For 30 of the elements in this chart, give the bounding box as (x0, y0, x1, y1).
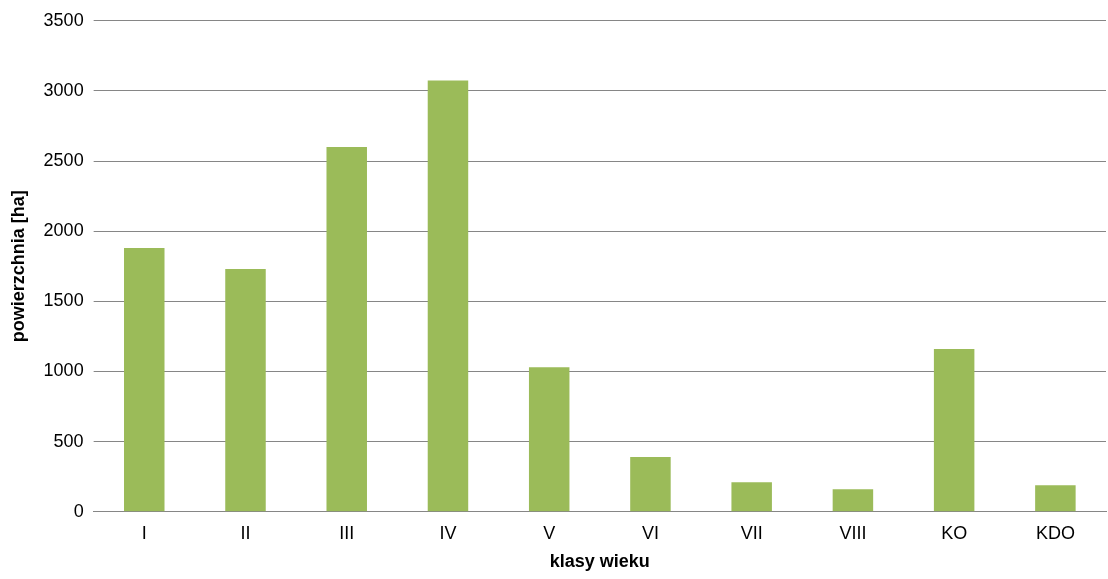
bar (933, 349, 975, 512)
x-tick-label: KO (941, 522, 968, 543)
y-axis-title: powierzchnia [ha] (7, 190, 28, 343)
bar (326, 147, 367, 512)
y-tick-label: 0 (73, 500, 84, 521)
x-tick-label: I (141, 522, 147, 543)
x-tick-label: KDO (1035, 522, 1075, 543)
bar (832, 489, 874, 512)
x-tick-label: VI (641, 522, 659, 543)
bar (528, 367, 570, 512)
bar (427, 80, 469, 512)
bar (124, 248, 165, 512)
y-tick-label: 1000 (43, 360, 84, 381)
y-tick-label: 2500 (43, 150, 84, 171)
bar (731, 482, 772, 512)
bar (1035, 485, 1076, 512)
x-tick-label: V (543, 522, 556, 543)
y-tick-label: 2000 (43, 220, 84, 241)
y-tick-label: 1500 (43, 290, 84, 311)
x-tick-label: IV (439, 522, 457, 543)
x-tick-label: II (240, 522, 251, 543)
x-axis-title: klasy wieku (549, 551, 650, 572)
x-tick-label: VIII (839, 522, 867, 543)
bar (225, 269, 266, 512)
y-tick-label: 3500 (43, 9, 84, 30)
y-tick-label: 500 (53, 430, 84, 451)
x-tick-label: III (339, 522, 355, 543)
bar (630, 457, 671, 512)
x-tick-label: VII (740, 522, 763, 543)
y-tick-label: 3000 (43, 79, 84, 100)
